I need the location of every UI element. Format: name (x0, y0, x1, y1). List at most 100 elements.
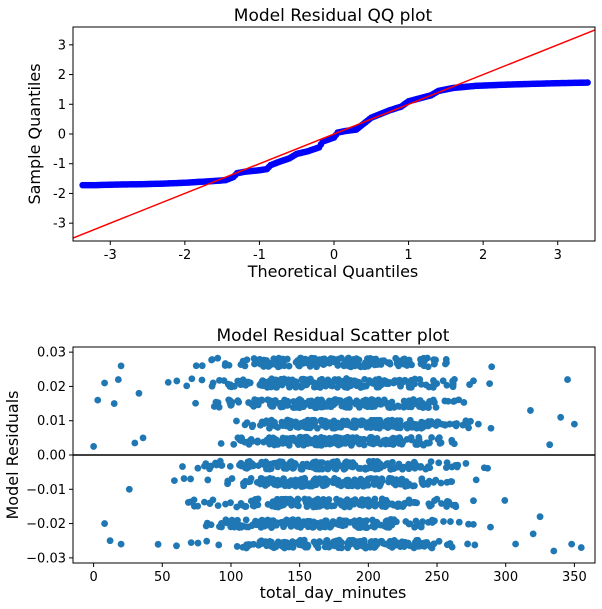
residual-point (207, 462, 215, 470)
residual-point (439, 377, 447, 385)
residual-point (400, 463, 407, 471)
residual-point (352, 400, 360, 408)
residual-point (412, 517, 420, 525)
residual-point (280, 501, 287, 509)
residual-point (260, 461, 268, 468)
residual-point (292, 358, 300, 366)
scatter-xlabel: total_day_minutes (260, 583, 407, 603)
residual-point (396, 376, 404, 384)
residual-point (386, 477, 393, 485)
residual-point (222, 500, 229, 508)
residual-point (429, 396, 437, 404)
residual-point (372, 539, 380, 547)
residual-point (435, 434, 443, 442)
residual-point (198, 362, 206, 370)
residual-point (180, 475, 188, 482)
residual-point (310, 523, 317, 531)
residual-point (423, 538, 431, 546)
residual-point (294, 495, 302, 503)
residual-point (235, 398, 243, 406)
x-tick-label: 200 (356, 570, 381, 585)
residual-point (344, 355, 352, 362)
residual-point (215, 541, 223, 549)
residual-point (420, 419, 428, 427)
scatter-plot-panel: Model Residual Scatter plot 0 50 100 150 200… (3, 326, 596, 603)
residual-point (173, 377, 181, 385)
residual-point (296, 396, 304, 403)
residual-point (389, 458, 396, 466)
residual-point (368, 434, 376, 441)
residual-point (486, 380, 494, 387)
residual-point (424, 363, 432, 371)
residual-point (371, 361, 379, 369)
x-tick-label: 2 (479, 248, 487, 263)
residual-point (254, 438, 261, 446)
residual-point (249, 462, 257, 470)
residual-point (415, 436, 423, 444)
residual-point (235, 377, 243, 385)
residual-point (316, 524, 324, 531)
residual-point (355, 542, 363, 549)
residual-point (355, 378, 363, 386)
residual-point (192, 362, 200, 370)
residual-point (250, 402, 258, 410)
scatter-tick-labels: 0 50 100 150 200 250 300 350 −0.03 −0.02 −0.01 0.00… (26, 346, 587, 585)
residual-point (411, 460, 419, 467)
residual-point (382, 436, 390, 444)
residual-point (212, 398, 220, 406)
residual-point (354, 482, 362, 490)
residual-point (221, 360, 229, 367)
residual-point (421, 357, 429, 364)
residual-point (117, 540, 125, 548)
qq-point (584, 79, 591, 86)
residual-point (449, 383, 457, 391)
residual-point (577, 544, 585, 551)
y-tick-label: 0.02 (37, 380, 66, 395)
residual-point (345, 482, 352, 490)
residual-point (373, 397, 381, 405)
x-tick-label: -3 (104, 248, 117, 263)
residual-point (344, 476, 352, 484)
residual-point (296, 536, 304, 544)
residual-point (241, 477, 249, 485)
residual-point (368, 355, 376, 363)
residual-point (94, 396, 102, 404)
residual-point (298, 419, 305, 427)
y-tick-label: 1 (58, 98, 66, 113)
residual-point (255, 358, 262, 366)
residual-point (194, 539, 202, 547)
residual-point (237, 361, 245, 368)
x-tick-label: 1 (404, 248, 412, 263)
residual-point (218, 520, 225, 527)
qq-ylabel: Sample Quantiles (25, 63, 44, 204)
residual-point (428, 516, 436, 524)
residual-point (131, 439, 139, 447)
residual-point (414, 542, 422, 550)
residual-point (263, 436, 271, 444)
y-tick-label: 0 (58, 128, 66, 143)
residual-point (311, 481, 319, 489)
residual-point (183, 382, 191, 390)
y-tick-label: −0.01 (26, 483, 66, 498)
residual-point (307, 375, 314, 383)
residual-point (470, 377, 477, 385)
residual-point (312, 458, 320, 466)
residual-point (90, 443, 98, 450)
residual-point (348, 460, 356, 468)
residual-point (306, 356, 314, 364)
residual-point (353, 355, 360, 363)
x-tick-label: 3 (554, 248, 562, 263)
residual-point (287, 523, 295, 530)
residual-point (257, 523, 265, 531)
residual-point (362, 397, 370, 405)
residual-point (557, 413, 565, 421)
residual-point (371, 480, 379, 488)
residual-point (271, 418, 278, 426)
residual-point (310, 420, 318, 428)
residual-point (278, 358, 286, 366)
x-tick-label: 350 (562, 570, 587, 585)
residual-point (310, 518, 318, 526)
residual-point (273, 459, 281, 467)
x-tick-label: -2 (178, 248, 191, 263)
residual-point (344, 542, 352, 550)
